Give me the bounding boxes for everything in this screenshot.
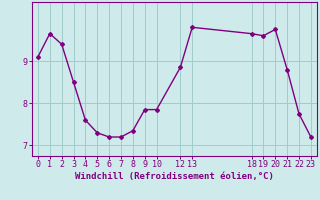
X-axis label: Windchill (Refroidissement éolien,°C): Windchill (Refroidissement éolien,°C): [75, 172, 274, 181]
